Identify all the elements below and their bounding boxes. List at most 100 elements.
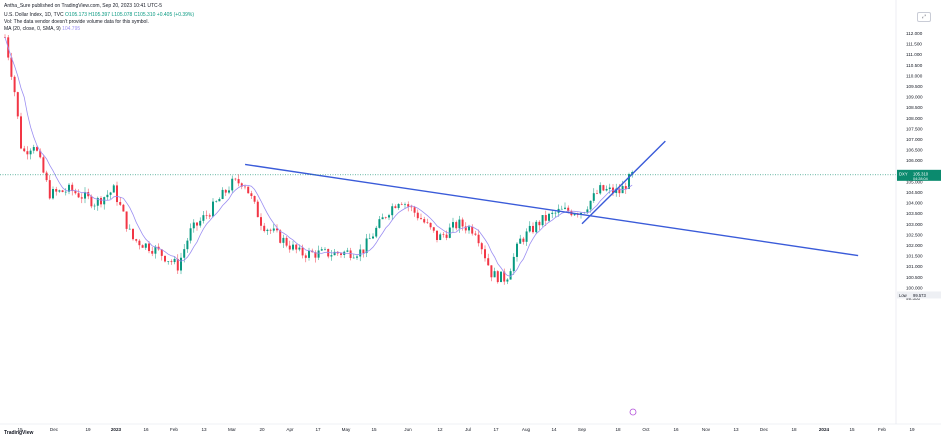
series-values: O105.173 H105.397 L105.078 C105.310 +0.4… (65, 12, 195, 18)
candle-body (394, 206, 397, 209)
candle-body (253, 196, 256, 202)
candle-body (208, 215, 211, 217)
y-tick-label: 104.000 (906, 201, 923, 206)
candle-body (388, 215, 390, 218)
candle-body (45, 172, 48, 181)
x-tick-label: 13 (201, 427, 207, 432)
candle-body (567, 207, 570, 212)
candle-body (308, 250, 310, 258)
candle-body (170, 261, 173, 263)
candle-body (122, 204, 125, 212)
x-tick-label: 19 (85, 427, 91, 432)
y-tick-label: 109.000 (906, 95, 923, 100)
candle-body (26, 151, 29, 155)
candle-body (336, 251, 339, 254)
candle-body (234, 178, 237, 180)
event-marker-icon (629, 408, 637, 416)
y-tick-label: 109.500 (906, 84, 923, 89)
candle-body (381, 217, 384, 220)
candle-body (301, 247, 304, 256)
candle-body (522, 238, 525, 242)
candle-body (628, 174, 630, 189)
candle-body (586, 209, 589, 213)
candle-body (490, 265, 493, 278)
tradingview-logo[interactable]: TradingView (4, 430, 33, 436)
candle-body (109, 192, 112, 195)
y-tick-label: 102.500 (906, 232, 923, 237)
candle-body (564, 207, 566, 209)
y-tick-label: 103.500 (906, 211, 923, 216)
y-tick-label: 108.000 (906, 116, 923, 121)
candle-body (304, 255, 307, 258)
low-price-tag: Low 99.573 (897, 291, 941, 299)
current-price-tag-label: DXY (899, 171, 908, 176)
y-tick-label: 101.500 (906, 254, 923, 259)
candle-body (148, 243, 150, 252)
ma-legend[interactable]: MA (20, close, 0, SMA, 9) 104.795 (4, 26, 80, 32)
x-tick-label: Nov (702, 427, 711, 432)
candle-body (173, 258, 176, 263)
candle-body (432, 227, 435, 231)
candle-body (218, 198, 221, 202)
current-price-tag-value: 105.310 (913, 171, 929, 176)
candle-body (250, 193, 253, 197)
candle-body (592, 193, 595, 201)
candle-body (154, 246, 157, 254)
candle-body (327, 248, 330, 257)
candle-body (560, 208, 563, 210)
y-tick-label: 100.500 (906, 275, 923, 280)
candle-body (74, 191, 77, 194)
candle-body (496, 271, 499, 283)
candle-body (10, 57, 13, 77)
x-tick-label: 18 (791, 427, 797, 432)
candle-body (180, 257, 182, 271)
candle-body (292, 244, 294, 250)
candle-body (103, 197, 106, 205)
candle-body (589, 200, 592, 210)
candle-body (413, 207, 416, 213)
candle-body (205, 215, 208, 216)
candle-body (519, 238, 522, 244)
candle-body (29, 150, 32, 155)
candle-body (602, 185, 605, 191)
candle-body (493, 271, 496, 278)
x-tick-label: 16 (143, 427, 149, 432)
y-tick-label: 111.000 (906, 52, 922, 57)
candle-body (64, 191, 67, 193)
candle-body (285, 237, 288, 246)
candle-body (445, 234, 448, 238)
candle-body (52, 189, 54, 199)
candle-body (458, 219, 461, 229)
trendline (244, 163, 859, 257)
x-tick-label: 14 (551, 427, 557, 432)
candle-body (349, 250, 352, 258)
logo-text: TradingView (4, 430, 34, 436)
candle-body (189, 228, 192, 241)
candle-body (176, 258, 179, 271)
y-tick-label: 100.000 (906, 285, 923, 290)
candle-body (442, 234, 445, 235)
candle-body (448, 227, 451, 238)
y-tick-label: 106.500 (906, 148, 923, 153)
x-tick-label: Dec (50, 427, 59, 432)
zoom-icon[interactable]: ⤢ (917, 12, 931, 22)
candle-body (164, 255, 166, 262)
candle-body (372, 236, 374, 239)
candle-body (544, 215, 547, 221)
candle-body (365, 238, 368, 254)
candle-body (80, 197, 83, 199)
candle-body (42, 157, 45, 173)
candle-body (528, 225, 531, 232)
candle-body (471, 226, 474, 234)
candle-body (426, 222, 429, 224)
candle-body (87, 192, 90, 197)
candle-body (132, 228, 134, 240)
candle-body (596, 193, 598, 194)
candle-body (362, 249, 365, 254)
series-legend[interactable]: U.S. Dollar Index, 1D, TVC O105.173 H105… (4, 12, 194, 18)
candle-body (260, 217, 262, 226)
candle-body (477, 234, 480, 244)
candle-body (112, 185, 115, 193)
